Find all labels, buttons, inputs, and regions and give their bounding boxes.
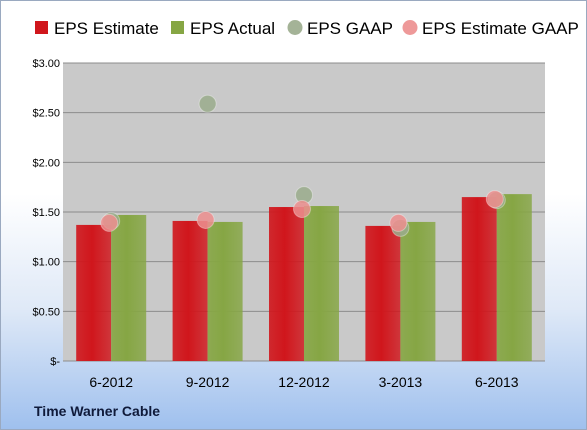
x-tick-label: 9-2012 xyxy=(186,374,230,390)
marker-eps-estimate-gaap xyxy=(389,213,408,232)
bars xyxy=(76,194,532,361)
bar-eps-actual xyxy=(207,221,243,361)
company-label: Time Warner Cable xyxy=(34,403,161,419)
legend-label: EPS Actual xyxy=(190,19,275,38)
x-tick-label: 6-2013 xyxy=(475,374,519,390)
marker-eps-estimate-gaap xyxy=(100,213,119,232)
x-axis-ticks: 6-2012 9-2012 12-2012 3-2013 6-2013 xyxy=(89,374,518,390)
legend: EPS Estimate EPS Actual EPS GAAP EPS Estima… xyxy=(35,19,579,38)
x-tick-label: 12-2012 xyxy=(278,374,330,390)
y-tick-label: $0.50 xyxy=(32,306,60,318)
x-tick-label: 6-2012 xyxy=(89,374,133,390)
marker-eps-estimate-gaap xyxy=(196,210,215,229)
y-tick-label: $- xyxy=(50,356,60,368)
bar-eps-actual xyxy=(496,194,532,361)
legend-label: EPS GAAP xyxy=(307,19,393,38)
marker-eps-estimate-gaap xyxy=(485,190,504,209)
y-tick-label: $3.00 xyxy=(32,58,60,70)
y-axis-ticks: $- $0.50 $1.00 $1.50 $2.00 $2.50 $3.00 xyxy=(32,58,60,368)
marker-eps-estimate-gaap xyxy=(293,200,311,219)
bar-eps-estimate xyxy=(172,220,208,361)
y-tick-label: $2.50 xyxy=(32,108,60,120)
legend-swatch xyxy=(35,21,48,34)
marker-eps-gaap xyxy=(198,94,217,113)
legend-label: EPS Estimate xyxy=(54,19,159,38)
legend-swatch xyxy=(171,21,184,34)
bar-eps-estimate xyxy=(76,224,112,361)
legend-label: EPS Estimate GAAP xyxy=(422,19,579,38)
bar-eps-estimate xyxy=(461,197,497,361)
legend-swatch xyxy=(402,20,418,35)
legend-swatch xyxy=(287,20,303,35)
bar-eps-estimate xyxy=(269,207,304,361)
y-tick-label: $2.00 xyxy=(32,157,60,169)
bar-eps-estimate xyxy=(365,225,401,361)
y-tick-label: $1.50 xyxy=(32,207,60,219)
y-tick-label: $1.00 xyxy=(32,257,60,269)
bar-eps-actual xyxy=(400,221,436,361)
bar-eps-actual xyxy=(111,214,147,361)
bar-eps-actual xyxy=(304,206,339,361)
x-tick-label: 3-2013 xyxy=(379,374,423,390)
markers xyxy=(100,94,506,237)
